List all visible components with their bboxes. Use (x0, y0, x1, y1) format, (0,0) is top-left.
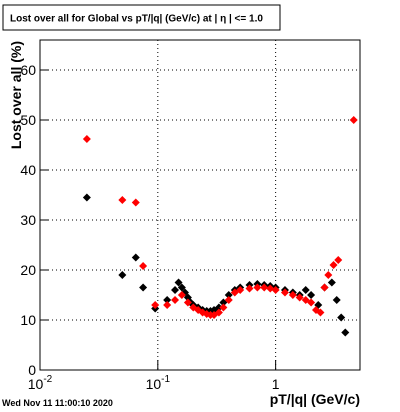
x-tick-label: 10-1 (146, 374, 171, 392)
y-tick-label: 40 (20, 162, 36, 178)
y-tick-label: 50 (20, 112, 36, 128)
data-point (288, 291, 297, 299)
y-tick-label: 30 (20, 212, 36, 228)
x-tick-base: 10 (146, 376, 162, 392)
data-point (224, 291, 233, 299)
data-point (171, 296, 180, 304)
data-point (163, 301, 172, 309)
x-axis-label: pT/|q| (GeV/c) (270, 391, 360, 407)
data-point (337, 313, 346, 322)
data-point (177, 283, 186, 292)
data-point (341, 328, 350, 337)
data-point (301, 286, 310, 294)
x-tick-label: 1 (272, 376, 280, 392)
x-tick-label: 10-2 (28, 374, 53, 392)
data-point (131, 253, 140, 262)
data-point (295, 293, 304, 302)
data-point (224, 296, 233, 304)
data-point (245, 284, 254, 293)
data-point (139, 283, 148, 292)
data-point (177, 291, 186, 299)
data-point (280, 288, 289, 297)
data-point (236, 286, 245, 294)
data-point (307, 291, 316, 299)
data-point (174, 278, 183, 287)
data-point (316, 308, 325, 317)
data-point (118, 196, 127, 204)
data-point (82, 193, 91, 202)
chart-title: Lost over all for Global vs pT/|q| (GeV/… (10, 14, 263, 25)
data-point (163, 296, 172, 304)
data-point (324, 271, 333, 279)
data-point (334, 256, 343, 264)
footer: Wed Nov 11 11:00:10 2020 (2, 398, 113, 408)
data-point (118, 271, 127, 279)
data-point (332, 296, 341, 304)
data-point (253, 283, 262, 292)
data-point (214, 308, 223, 317)
y-tick-label: 60 (20, 62, 36, 78)
data-point (82, 135, 91, 143)
data-point (131, 198, 140, 207)
x-tick-exponent: -1 (161, 374, 170, 385)
y-tick-label: 10 (20, 312, 36, 328)
data-point (171, 286, 180, 294)
data-point (260, 283, 269, 292)
data-point (214, 303, 223, 312)
data-point (349, 116, 358, 124)
data-point (271, 286, 280, 294)
y-axis-label: Lost over all (%) (8, 41, 24, 149)
data-point (320, 283, 329, 292)
data-point (183, 298, 192, 307)
data-point (327, 278, 336, 287)
data-point (219, 303, 228, 312)
x-tick-exponent: -2 (43, 374, 52, 385)
y-tick-label: 0 (28, 362, 36, 378)
data-point (151, 301, 160, 309)
title-box (2, 4, 281, 31)
data-point (307, 298, 316, 307)
data-point (139, 262, 148, 270)
y-tick-label: 20 (20, 262, 36, 278)
data-point (329, 261, 338, 269)
x-tick-base: 10 (28, 376, 44, 392)
